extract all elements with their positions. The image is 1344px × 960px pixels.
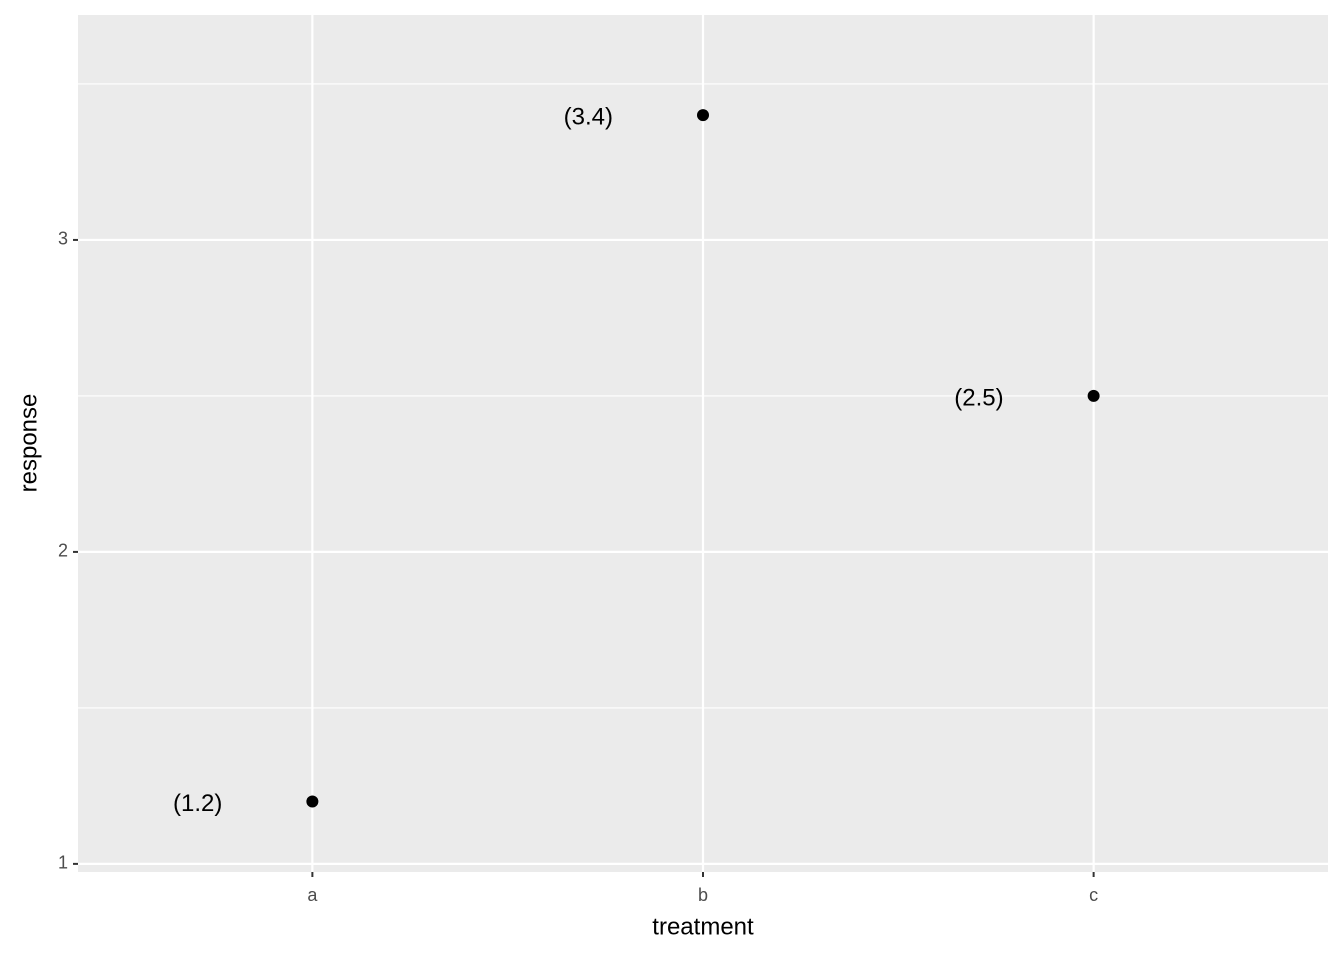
point [1087, 389, 1100, 402]
data-label: (2.5) [954, 384, 1003, 411]
y-tick-label: 2 [58, 541, 68, 561]
x-tick-label: a [307, 885, 318, 905]
point [306, 795, 319, 808]
y-tick-label: 3 [58, 229, 68, 249]
y-tick-label: 1 [58, 853, 68, 873]
data-label: (3.4) [564, 103, 613, 130]
x-tick-label: c [1089, 885, 1098, 905]
point [697, 109, 709, 122]
x-axis-title: treatment [652, 913, 754, 940]
y-axis-title: response [15, 394, 42, 493]
x-tick-label: b [698, 885, 708, 905]
data-label: (1.2) [173, 790, 222, 817]
